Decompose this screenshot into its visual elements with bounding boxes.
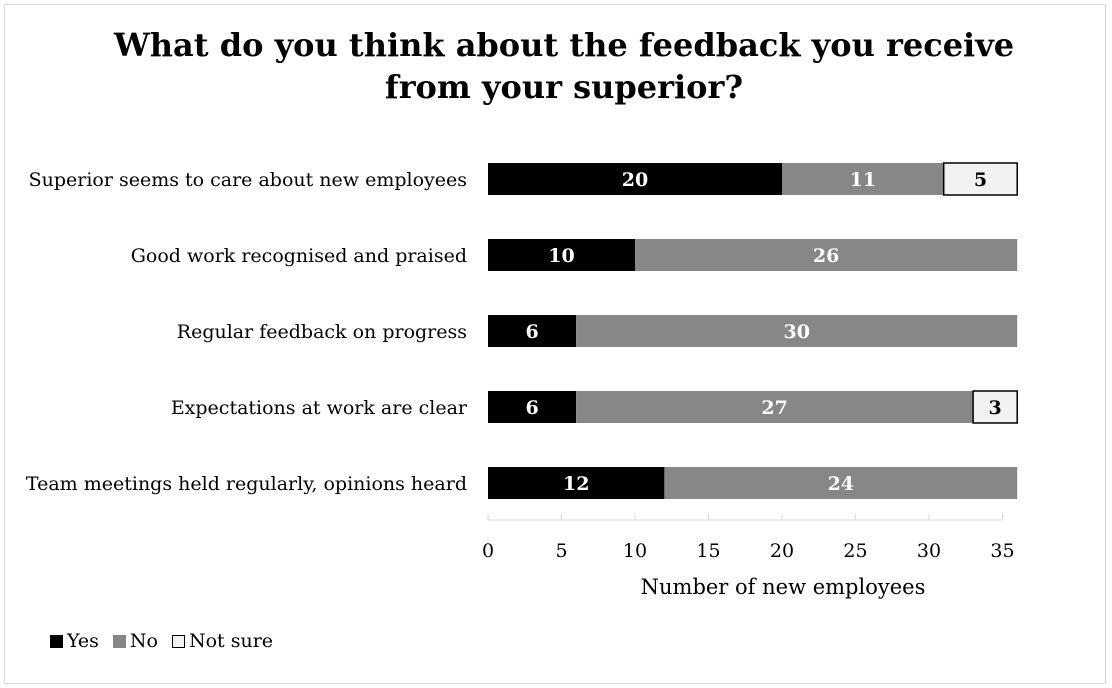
bar-value-label: 5 [974, 169, 987, 191]
x-tick-label: 5 [555, 540, 567, 562]
bar-value-label: 27 [761, 397, 787, 419]
chart-title-line-2: from your superior? [384, 68, 744, 106]
legend-swatch-yes [50, 634, 63, 648]
chart-title-line-1: What do you think about the feedback you… [113, 26, 1015, 64]
bar-segment [664, 467, 1018, 499]
bar-value-label: 3 [989, 397, 1002, 419]
bar-segment [488, 163, 782, 195]
bar-value-label: 11 [850, 169, 876, 191]
bar-segment [782, 163, 944, 195]
category-label: Good work recognised and praised [131, 245, 467, 267]
bar-value-label: 6 [525, 397, 538, 419]
bar-segment [488, 467, 665, 499]
x-axis-title: Number of new employees [641, 575, 926, 599]
x-tick-label: 30 [917, 540, 941, 562]
bar-segment [576, 315, 1018, 347]
x-axis: 0 5 10 15 20 25 30 35 [482, 514, 1015, 562]
x-tick-label: 20 [770, 540, 794, 562]
bar-value-label: 6 [525, 321, 538, 343]
x-tick-label: 15 [696, 540, 720, 562]
chart-title: What do you think about the feedback you… [0, 24, 1112, 108]
category-label: Superior seems to care about new employe… [29, 169, 467, 191]
bar-segment [635, 239, 1018, 271]
legend-label-yes: Yes [67, 630, 99, 652]
legend-item-no: No [112, 630, 158, 652]
bar-segment [972, 390, 1018, 424]
category-label: Team meetings held regularly, opinions h… [26, 473, 467, 495]
category-label: Regular feedback on progress [177, 321, 467, 343]
legend-item-not-sure: Not sure [171, 630, 274, 652]
bar-value-label: 12 [563, 473, 589, 495]
bar-value-label: 10 [548, 245, 574, 267]
legend-swatch-not-sure [171, 634, 185, 648]
x-tick-label: 35 [990, 540, 1014, 562]
bar-segment [488, 239, 635, 271]
legend-label-not-sure: Not sure [188, 630, 274, 652]
chart-marks: Superior seems to care about new employe… [26, 162, 1018, 499]
bar-segment [576, 391, 974, 423]
legend-label-no: No [129, 630, 158, 652]
legend-item-yes: Yes [50, 630, 99, 652]
bar-segment [488, 315, 577, 347]
legend: Yes No Not sure [50, 628, 273, 654]
legend-swatch-no [112, 634, 126, 648]
x-tick-label: 25 [843, 540, 867, 562]
bar-value-label: 26 [813, 245, 839, 267]
x-tick-label: 0 [482, 540, 494, 562]
bar-segment [942, 162, 1018, 196]
bar-value-label: 20 [622, 169, 648, 191]
x-tick-label: 10 [623, 540, 647, 562]
bar-segment [488, 391, 577, 423]
bar-value-label: 30 [783, 321, 809, 343]
bar-value-label: 24 [828, 473, 854, 495]
category-label: Expectations at work are clear [171, 397, 468, 419]
